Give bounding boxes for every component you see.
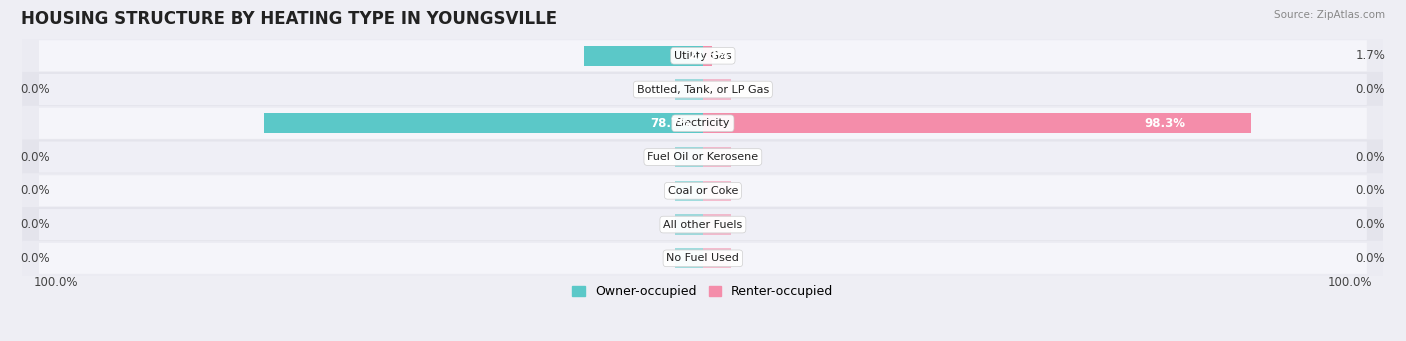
Text: 0.0%: 0.0% xyxy=(1355,218,1385,231)
Bar xyxy=(583,46,703,66)
FancyBboxPatch shape xyxy=(39,243,1367,274)
Text: 100.0%: 100.0% xyxy=(34,276,77,289)
Text: 0.0%: 0.0% xyxy=(21,83,51,96)
FancyBboxPatch shape xyxy=(22,72,1384,107)
Text: 0.0%: 0.0% xyxy=(1355,252,1385,265)
Bar xyxy=(703,214,731,235)
Text: Fuel Oil or Kerosene: Fuel Oil or Kerosene xyxy=(647,152,758,162)
FancyBboxPatch shape xyxy=(22,207,1384,242)
FancyBboxPatch shape xyxy=(22,106,1384,141)
FancyBboxPatch shape xyxy=(39,209,1367,240)
Text: HOUSING STRUCTURE BY HEATING TYPE IN YOUNGSVILLE: HOUSING STRUCTURE BY HEATING TYPE IN YOU… xyxy=(21,10,557,28)
Bar xyxy=(703,113,1251,133)
Bar xyxy=(703,46,713,66)
Bar xyxy=(675,214,703,235)
Bar xyxy=(675,181,703,201)
Text: Coal or Coke: Coal or Coke xyxy=(668,186,738,196)
Text: 21.3%: 21.3% xyxy=(689,49,730,62)
Text: 100.0%: 100.0% xyxy=(1327,276,1372,289)
Text: 0.0%: 0.0% xyxy=(1355,150,1385,164)
Text: 1.7%: 1.7% xyxy=(1355,49,1385,62)
Text: 0.0%: 0.0% xyxy=(1355,83,1385,96)
Bar xyxy=(675,147,703,167)
Text: Bottled, Tank, or LP Gas: Bottled, Tank, or LP Gas xyxy=(637,85,769,94)
FancyBboxPatch shape xyxy=(39,74,1367,105)
Bar xyxy=(703,181,731,201)
FancyBboxPatch shape xyxy=(22,139,1384,175)
FancyBboxPatch shape xyxy=(39,175,1367,206)
Text: All other Fuels: All other Fuels xyxy=(664,220,742,229)
Bar xyxy=(264,113,703,133)
FancyBboxPatch shape xyxy=(22,38,1384,73)
FancyBboxPatch shape xyxy=(39,142,1367,173)
Text: No Fuel Used: No Fuel Used xyxy=(666,253,740,263)
Text: Electricity: Electricity xyxy=(675,118,731,128)
Text: 0.0%: 0.0% xyxy=(1355,184,1385,197)
Text: 0.0%: 0.0% xyxy=(21,252,51,265)
FancyBboxPatch shape xyxy=(22,241,1384,276)
Text: 0.0%: 0.0% xyxy=(21,184,51,197)
FancyBboxPatch shape xyxy=(22,173,1384,208)
Bar xyxy=(675,79,703,100)
Bar xyxy=(703,79,731,100)
Text: 0.0%: 0.0% xyxy=(21,218,51,231)
Bar xyxy=(703,147,731,167)
Text: 98.3%: 98.3% xyxy=(1144,117,1185,130)
Text: Utility Gas: Utility Gas xyxy=(673,51,731,61)
Text: 78.7%: 78.7% xyxy=(650,117,692,130)
Bar xyxy=(703,248,731,268)
Legend: Owner-occupied, Renter-occupied: Owner-occupied, Renter-occupied xyxy=(567,280,838,303)
Text: 0.0%: 0.0% xyxy=(21,150,51,164)
FancyBboxPatch shape xyxy=(39,108,1367,139)
Bar xyxy=(675,248,703,268)
FancyBboxPatch shape xyxy=(39,40,1367,71)
Text: Source: ZipAtlas.com: Source: ZipAtlas.com xyxy=(1274,10,1385,20)
